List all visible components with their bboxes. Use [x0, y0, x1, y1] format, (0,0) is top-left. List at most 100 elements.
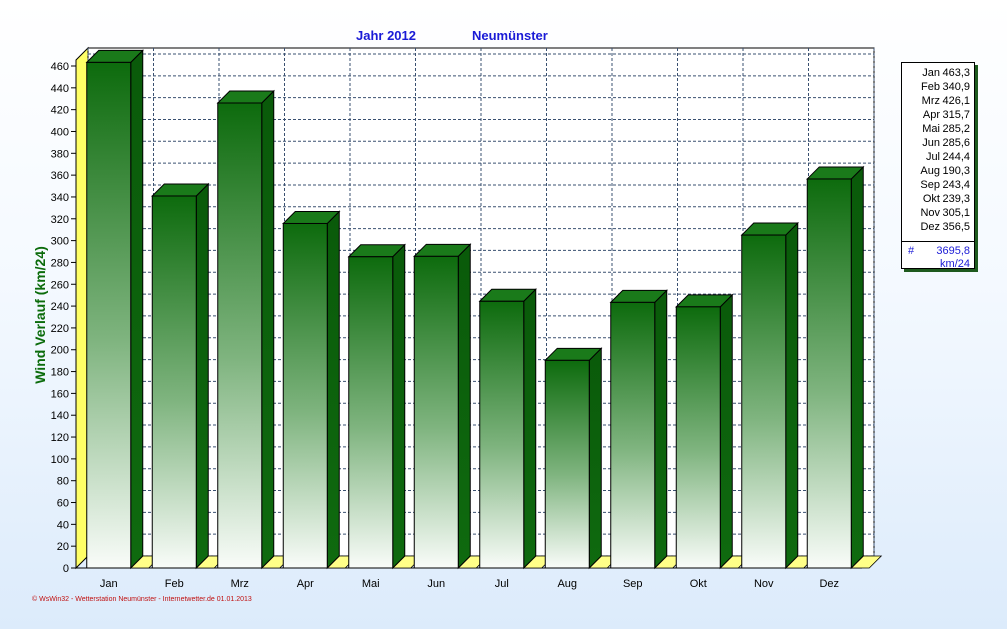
y-axis-ticks: 0 20 40 60 80 100 120 140 160 180 200 220 240 260 280 3… — [51, 61, 76, 575]
legend-month: Apr — [922, 109, 940, 121]
bar-side-Sep — [654, 289, 668, 570]
legend-row: Sep 243,4 — [902, 178, 974, 192]
bar-Apr — [282, 222, 328, 569]
y-tick-label: 220 — [51, 323, 69, 335]
bar-Jul — [479, 300, 525, 569]
legend-row: Nov 305,1 — [902, 206, 974, 220]
y-tick-label: 380 — [51, 148, 69, 160]
legend-row: Mai 285,2 — [902, 122, 974, 136]
legend-value: 340,9 — [942, 81, 970, 93]
y-tick-label: 140 — [51, 410, 69, 422]
legend-value: 285,6 — [942, 137, 970, 149]
legend-value: 190,3 — [942, 165, 970, 177]
y-axis-label: Wind Verlauf (km/24) — [32, 246, 48, 384]
chart-title-year: Jahr 2012 — [356, 28, 416, 43]
legend-month: Sep — [920, 179, 940, 191]
legend-divider — [902, 241, 974, 242]
legend-value: 426,1 — [942, 95, 970, 107]
legend-unit: km/24 — [940, 258, 970, 270]
legend-month: Dez — [920, 221, 940, 233]
bar-Jun — [413, 255, 459, 569]
bar-side-Aug — [588, 347, 602, 570]
y-tick-label: 200 — [51, 345, 69, 357]
legend-row: Okt 239,3 — [902, 192, 974, 206]
x-tick-label: Nov — [754, 578, 774, 590]
y-tick-label: 440 — [51, 83, 69, 95]
x-tick-label: Feb — [165, 578, 184, 590]
y-tick-label: 80 — [57, 476, 69, 488]
y-tick-label: 320 — [51, 214, 69, 226]
legend-month: Mai — [922, 123, 940, 135]
y-tick-label: 300 — [51, 236, 69, 248]
y-tick-label: 420 — [51, 105, 69, 117]
legend-value: 315,7 — [942, 109, 970, 121]
legend-row: Mrz 426,1 — [902, 94, 974, 108]
legend-value: 243,4 — [942, 179, 970, 191]
legend-row: Feb 340,9 — [902, 80, 974, 94]
x-tick-label: Mai — [362, 578, 380, 590]
x-tick-label: Jul — [495, 578, 509, 590]
x-tick-label: Dez — [819, 578, 839, 590]
x-tick-label: Aug — [557, 578, 577, 590]
x-tick-label: Mrz — [231, 578, 249, 590]
bars — [85, 49, 883, 570]
legend-value: 239,3 — [942, 193, 970, 205]
legend-month: Nov — [920, 207, 940, 219]
legend-value: 244,4 — [942, 151, 970, 163]
bar-Nov — [741, 234, 787, 569]
y-tick-label: 460 — [51, 61, 69, 73]
bar-side-Mai — [392, 243, 406, 570]
bar-side-Mrz — [261, 89, 275, 570]
x-axis-ticks: Jan Feb Mrz Apr Mai Jun Jul Aug Sep Okt Nov Dez — [100, 578, 839, 590]
bar-side-Jan — [130, 49, 144, 570]
bar-Mai — [348, 256, 394, 569]
chart-title-location: Neumünster — [472, 28, 548, 43]
y-tick-label: 360 — [51, 170, 69, 182]
y-tick-label: 400 — [51, 126, 69, 138]
x-tick-label: Okt — [690, 578, 707, 590]
y-tick-label: 240 — [51, 301, 69, 313]
legend-row: Aug 190,3 — [902, 164, 974, 178]
y-tick-label: 60 — [57, 498, 69, 510]
bar-Aug — [544, 359, 590, 569]
legend-month: Jun — [922, 137, 940, 149]
bar-side-Apr — [326, 210, 340, 570]
legend-value: 463,3 — [942, 67, 970, 79]
legend-row: Dez 356,5 — [902, 220, 974, 234]
y-tick-label: 180 — [51, 367, 69, 379]
legend-row: Jun 285,6 — [902, 136, 974, 150]
legend-month: Jul — [925, 151, 940, 163]
x-tick-label: Apr — [297, 578, 314, 590]
bar-Dez — [806, 178, 852, 569]
x-tick-label: Jan — [100, 578, 118, 590]
legend-value: 305,1 — [942, 207, 970, 219]
bar-Feb — [151, 195, 197, 569]
bar-side-Okt — [719, 293, 733, 570]
bar-side-Feb — [195, 182, 209, 570]
legend-row: Jul 244,4 — [902, 150, 974, 164]
y-tick-label: 280 — [51, 257, 69, 269]
legend-month: Aug — [920, 165, 940, 177]
legend-month: Okt — [922, 193, 940, 205]
bar-Okt — [675, 306, 721, 569]
bar-Jan — [86, 61, 132, 569]
y-tick-label: 120 — [51, 432, 69, 444]
legend-total-row: # 3695,8 — [902, 244, 974, 258]
legend-row: Apr 315,7 — [902, 108, 974, 122]
plot-left-wall — [75, 46, 89, 570]
bar-side-Nov — [785, 221, 799, 570]
y-tick-label: 20 — [57, 541, 69, 553]
y-tick-label: 100 — [51, 454, 69, 466]
legend-value: 356,5 — [942, 221, 970, 233]
legend-total-value: 3695,8 — [936, 245, 970, 257]
y-tick-label: 340 — [51, 192, 69, 204]
left-wall-panel — [75, 46, 89, 570]
footer-credit: © WsWin32 - Wetterstation Neumünster - I… — [32, 596, 252, 603]
bar-side-Jul — [523, 288, 537, 570]
x-tick-label: Jun — [427, 578, 445, 590]
bar-Sep — [610, 301, 656, 569]
legend-rows: Jan 463,3 Feb 340,9 Mrz 426,1 Apr 315,7 Mai 285,2… — [902, 63, 974, 234]
y-tick-label: 0 — [63, 563, 69, 575]
legend-row: Jan 463,3 — [902, 66, 974, 80]
